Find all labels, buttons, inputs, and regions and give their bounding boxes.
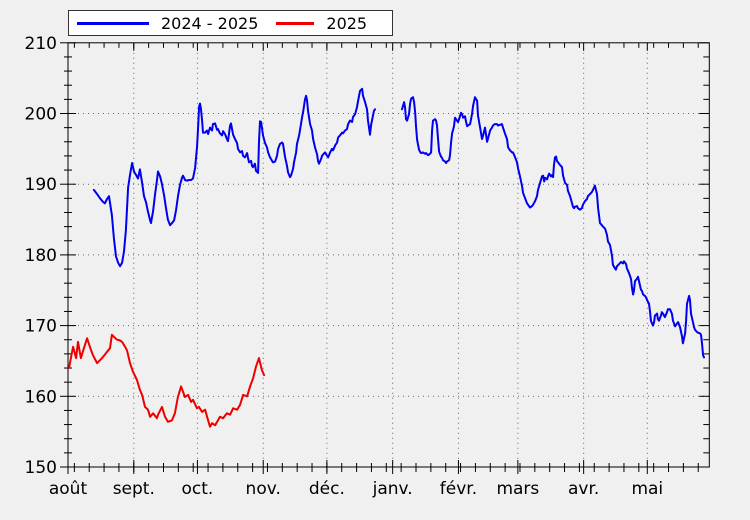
x-month-label: janv.	[372, 479, 413, 499]
legend-label-2025: 2025	[326, 13, 368, 33]
y-tick-label: 170	[25, 317, 57, 337]
x-month-label: août	[49, 479, 88, 499]
legend-label-2024-2025: 2024 - 2025	[161, 13, 259, 33]
x-month-label: févr.	[440, 479, 477, 499]
x-month-label: mars	[496, 479, 539, 499]
series-line-2024-2025	[401, 96, 705, 359]
legend-swatch-2024-2025	[77, 21, 149, 25]
x-month-label: sept.	[113, 479, 155, 499]
y-tick-label: 200	[25, 105, 57, 125]
x-month-label: oct.	[182, 479, 214, 499]
x-month-label: déc.	[309, 479, 345, 499]
series-line-2025	[68, 333, 266, 428]
x-month-label: nov.	[246, 479, 281, 499]
series-line-2024-2025	[92, 87, 377, 268]
y-tick-label: 180	[25, 246, 57, 266]
y-tick-label: 190	[25, 175, 57, 195]
x-month-label: avr.	[568, 479, 599, 499]
x-month-label: mai	[631, 479, 663, 499]
y-tick-label: 160	[25, 387, 57, 407]
y-tick-label: 210	[25, 34, 57, 54]
legend-swatch-2025	[276, 21, 315, 25]
legend: 2024 - 2025 2025	[68, 10, 393, 36]
y-tick-label: 150	[25, 458, 57, 478]
